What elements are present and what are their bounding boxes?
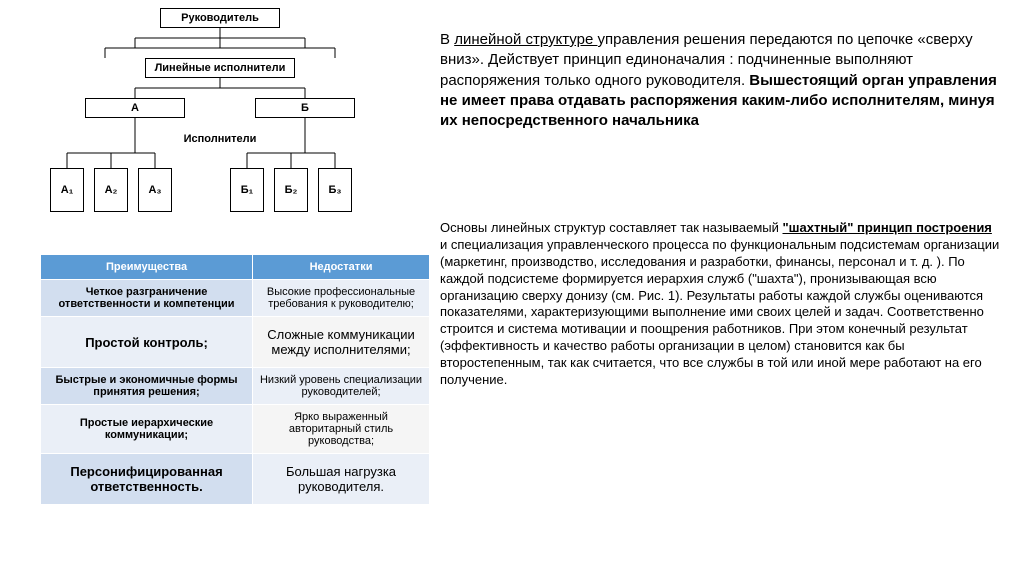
paragraph-1: В линейной структуре управления решения … — [440, 30, 1000, 131]
node-layer1: Линейные исполнители — [145, 58, 295, 78]
node-a1: А₁ — [50, 168, 84, 212]
th-advantages: Преимущества — [41, 255, 253, 280]
node-b2: Б₂ — [274, 168, 308, 212]
cell-disadvantage: Высокие профессиональные требования к ру… — [253, 280, 430, 317]
cell-disadvantage: Сложные коммуникации между исполнителями… — [253, 317, 430, 368]
org-chart: Руководитель Линейные исполнители А Б Ис… — [50, 8, 390, 248]
th-disadvantages: Недостатки — [253, 255, 430, 280]
node-b: Б — [255, 98, 355, 118]
cell-disadvantage: Большая нагрузка руководителя. — [253, 454, 430, 505]
table-row: Персонифицированная ответственность.Боль… — [41, 454, 430, 505]
node-a: А — [85, 98, 185, 118]
node-b1: Б₁ — [230, 168, 264, 212]
comparison-table: Преимущества Недостатки Четкое разгранич… — [40, 254, 430, 505]
cell-advantage: Простой контроль; — [41, 317, 253, 368]
org-chart-lines — [50, 8, 390, 248]
cell-disadvantage: Низкий уровень специализации руководител… — [253, 368, 430, 405]
node-top: Руководитель — [160, 8, 280, 28]
table-row: Простой контроль;Сложные коммуникации ме… — [41, 317, 430, 368]
node-a2: А₂ — [94, 168, 128, 212]
cell-disadvantage: Ярко выраженный авторитарный стиль руков… — [253, 405, 430, 454]
node-b3: Б₃ — [318, 168, 352, 212]
cell-advantage: Персонифицированная ответственность. — [41, 454, 253, 505]
table-row: Четкое разграничение ответственности и к… — [41, 280, 430, 317]
cell-advantage: Быстрые и экономичные формы принятия реш… — [41, 368, 253, 405]
cell-advantage: Простые иерархические коммуникации; — [41, 405, 253, 454]
cell-advantage: Четкое разграничение ответственности и к… — [41, 280, 253, 317]
label-exec: Исполнители — [175, 133, 265, 145]
paragraph-2: Основы линейных структур составляет так … — [440, 220, 1000, 389]
node-a3: А₃ — [138, 168, 172, 212]
table-row: Быстрые и экономичные формы принятия реш… — [41, 368, 430, 405]
table-row: Простые иерархические коммуникации;Ярко … — [41, 405, 430, 454]
